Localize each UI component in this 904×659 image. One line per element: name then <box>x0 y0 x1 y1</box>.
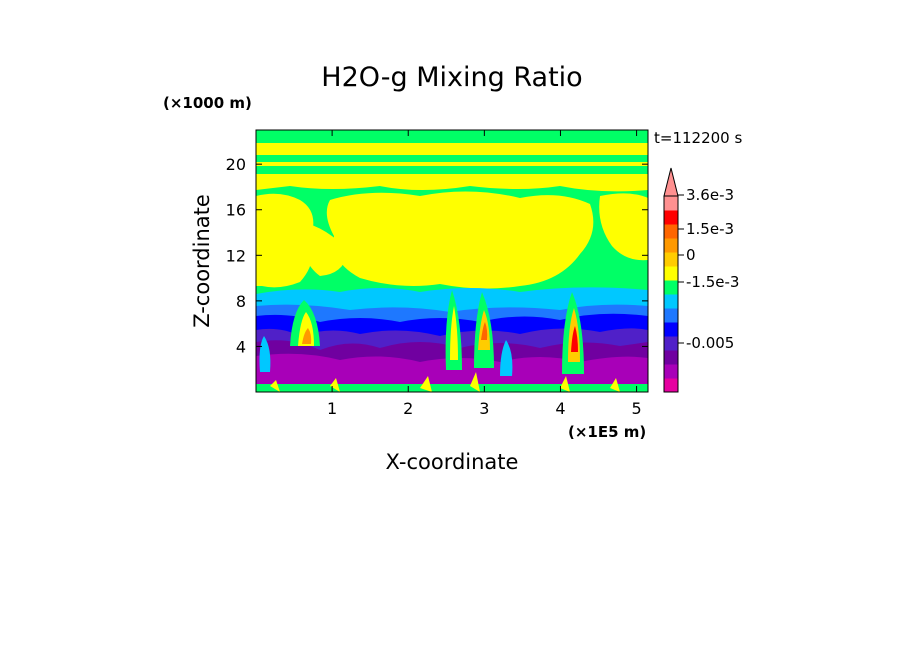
strat-band-1 <box>256 143 648 155</box>
surface-strip <box>256 384 648 392</box>
colorbar-segment <box>664 308 678 323</box>
y-tick-label: 12 <box>226 246 246 265</box>
colorbar-segment <box>664 238 678 253</box>
colorbar-segment <box>664 266 678 281</box>
yellow-tongue <box>296 220 348 276</box>
yellow-blob-right <box>599 193 648 261</box>
plume-1-hot <box>302 328 312 344</box>
chart-title: H2O-g Mixing Ratio <box>321 62 582 93</box>
y-axis-label: Z-coordinate <box>190 194 214 328</box>
colorbar-segment <box>664 350 678 365</box>
strat-band-3 <box>256 174 648 192</box>
plume-4-hot <box>571 326 578 352</box>
yellow-blob-left <box>256 193 314 288</box>
yellow-blob-mid <box>326 191 594 289</box>
y-tick-label: 16 <box>226 201 246 220</box>
strat-band-2 <box>256 162 648 166</box>
y-tick-label: 4 <box>236 337 246 356</box>
y-axis: 4 8 12 16 20 <box>226 155 648 356</box>
colorbar-arrow <box>663 167 679 197</box>
colorbar-segment <box>664 252 678 267</box>
y-tick-label: 20 <box>226 155 246 174</box>
colorbar-frame <box>663 195 679 393</box>
plume-3-hot <box>481 322 488 340</box>
x-tick-label: 5 <box>631 399 641 418</box>
colorbar-tick-label: -1.5e-3 <box>686 273 739 291</box>
colorbar-segment <box>664 322 678 337</box>
colorbar-tick-label: 3.6e-3 <box>686 186 734 204</box>
colorbar-segment <box>664 294 678 309</box>
colorbar-tick-label: 1.5e-3 <box>686 220 734 238</box>
contour-field <box>256 130 648 392</box>
colorbar-tick-label: -0.005 <box>686 334 734 352</box>
colorbar-segment <box>664 378 678 393</box>
colorbar-segment <box>664 196 678 211</box>
x-unit-label: (×1E5 m) <box>568 423 646 441</box>
colorbar <box>663 167 679 393</box>
y-unit-label: (×1000 m) <box>163 94 252 112</box>
x-axis: 1 2 3 4 5 <box>327 130 642 418</box>
x-tick-label: 4 <box>555 399 565 418</box>
colorbar-segment <box>664 210 678 225</box>
colorbar-tick-label: 0 <box>686 246 696 264</box>
time-label: t=112200 s <box>654 129 742 147</box>
colorbar-segment <box>664 224 678 239</box>
colorbar-segment <box>664 280 678 295</box>
x-axis-label: X-coordinate <box>386 450 519 474</box>
x-tick-label: 3 <box>479 399 489 418</box>
colorbar-labels: 3.6e-3 1.5e-3 0 -1.5e-3 -0.005 <box>678 186 739 352</box>
colorbar-segment <box>664 336 678 351</box>
plume-6 <box>500 340 513 376</box>
x-tick-label: 1 <box>327 399 337 418</box>
plot-frame <box>255 129 649 393</box>
x-tick-label: 2 <box>403 399 413 418</box>
plume-2-core <box>450 306 458 360</box>
plume-5 <box>259 336 271 372</box>
colorbar-segment <box>664 364 678 379</box>
y-tick-label: 8 <box>236 292 246 311</box>
